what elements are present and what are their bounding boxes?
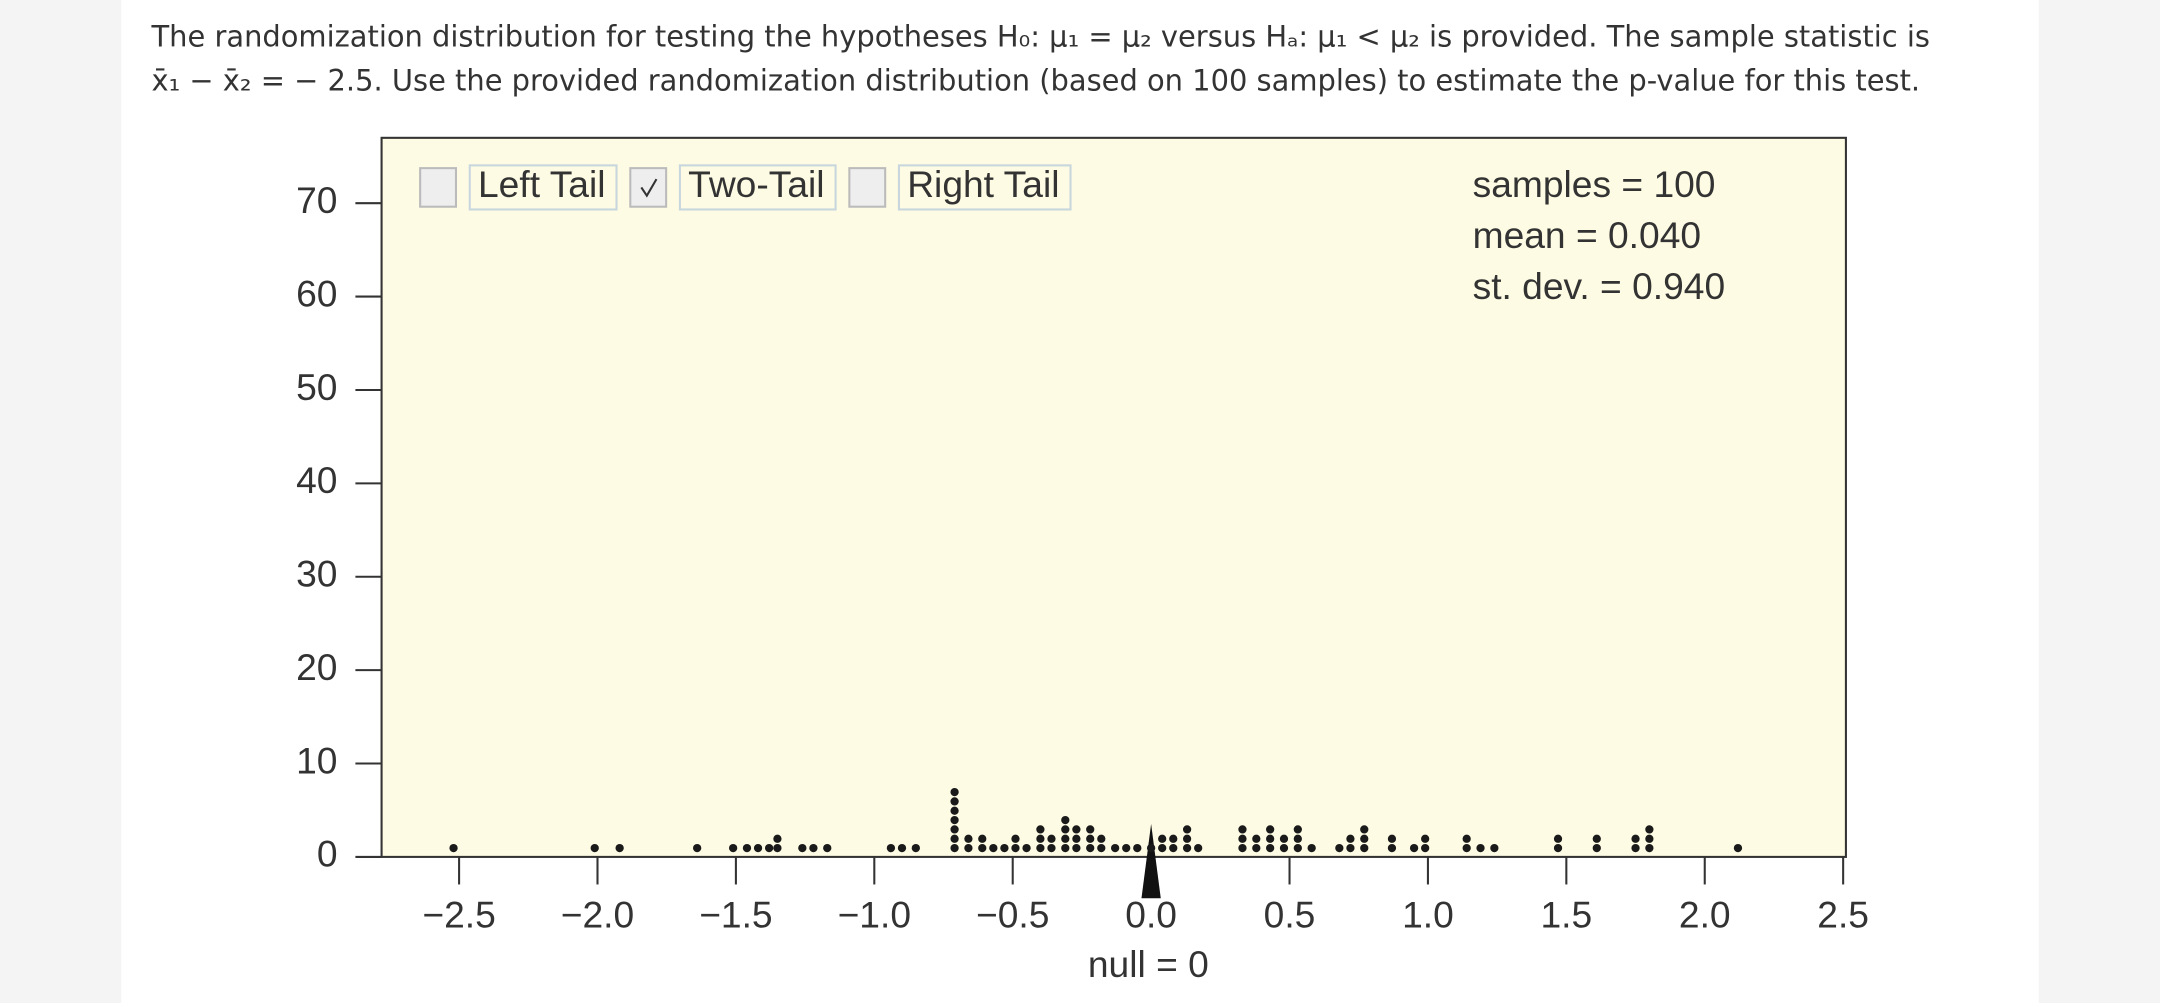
- dot-stack: [1462, 834, 1471, 853]
- stat-line: samples = 100: [1473, 163, 1716, 205]
- x-tick-label: −1.5: [699, 893, 772, 935]
- checkbox: [629, 167, 668, 208]
- dot-stack: [1000, 843, 1009, 853]
- dot-stack: [1476, 843, 1485, 853]
- y-tick-label: 20: [296, 646, 337, 688]
- dot-stack: [1036, 825, 1045, 853]
- plot-area: [380, 136, 1847, 858]
- dot-stack: [590, 843, 599, 853]
- dot-stack: [449, 843, 458, 853]
- dot-stack: [1553, 834, 1563, 853]
- checkbox-label[interactable]: Right Tail: [907, 163, 1059, 205]
- dot-stack: [1307, 843, 1316, 853]
- dot-stack: [1733, 843, 1743, 853]
- dot-stack: [1086, 825, 1095, 853]
- dot-stack: [1182, 825, 1192, 853]
- dot-stack: [1011, 834, 1020, 853]
- checkbox-label[interactable]: Two-Tail: [688, 163, 824, 205]
- dot-stack: [615, 843, 624, 853]
- dot-stack: [1279, 834, 1289, 853]
- stat-line: mean = 0.040: [1473, 214, 1701, 256]
- dot-stack: [1146, 843, 1156, 853]
- stat-line: st. dev. = 0.940: [1473, 265, 1726, 307]
- x-tick-label: 0.5: [1264, 893, 1316, 935]
- dot-stack: [1047, 834, 1056, 853]
- dot-stack: [764, 843, 774, 853]
- x-tick-label: 1.5: [1540, 893, 1592, 935]
- y-tick-label: 50: [296, 366, 337, 408]
- y-tick-label: 30: [296, 553, 337, 595]
- dot-stack: [1409, 843, 1419, 853]
- check-mark: [640, 178, 658, 198]
- dot-stack: [1266, 825, 1275, 853]
- dot-stack: [1645, 825, 1654, 853]
- x-tick-label: −1.0: [838, 893, 911, 935]
- x-tick-label: −0.5: [976, 893, 1049, 935]
- x-tick-label: 2.0: [1679, 893, 1731, 935]
- left-margin: [0, 0, 122, 1003]
- label-box: [678, 164, 837, 211]
- null-arrow: [1141, 823, 1161, 899]
- x-tick-label: 2.5: [1817, 893, 1869, 935]
- dot-stack: [1631, 834, 1640, 853]
- y-tick-label: 70: [296, 179, 337, 221]
- dot-stack: [1252, 834, 1261, 853]
- dot-stack: [1111, 843, 1120, 853]
- dot-stack: [1122, 843, 1131, 853]
- label-box: [468, 164, 618, 211]
- y-tick-label: 0: [317, 833, 338, 875]
- checkbox: [419, 167, 458, 208]
- question-line: The randomization distribution for testi…: [151, 20, 1930, 54]
- dot-stack: [729, 843, 738, 853]
- y-tick-label: 60: [296, 272, 337, 314]
- dot-stack: [773, 834, 782, 853]
- dot-stack: [1387, 834, 1397, 853]
- dot-stack: [1061, 815, 1070, 853]
- checkbox: [848, 167, 887, 208]
- question-line: x̄₁ − x̄₂ = − 2.5. Use the provided rand…: [152, 64, 1921, 98]
- dot-stack: [1169, 834, 1178, 853]
- dot-stack: [1346, 834, 1355, 853]
- dot-stack: [823, 843, 832, 853]
- dot-stack: [1133, 843, 1142, 853]
- checkbox-label[interactable]: Left Tail: [478, 163, 606, 205]
- x-tick-label: −2.5: [422, 893, 495, 935]
- dot-stack: [911, 843, 920, 853]
- dot-stack: [753, 843, 763, 853]
- dot-stack: [1072, 825, 1081, 853]
- dot-stack: [693, 843, 702, 853]
- dot-stack: [742, 843, 752, 853]
- right-margin: [2038, 0, 2160, 1003]
- dot-stack: [1022, 843, 1031, 853]
- x-tick-label: −2.0: [561, 893, 634, 935]
- y-tick-label: 10: [296, 739, 337, 781]
- dot-stack: [1360, 825, 1369, 853]
- dot-stack: [1421, 834, 1430, 853]
- y-tick-label: 40: [296, 459, 337, 501]
- dot-stack: [798, 843, 807, 853]
- dot-stack: [1293, 825, 1302, 853]
- x-tick-label: 1.0: [1402, 893, 1454, 935]
- dot-stack: [964, 834, 973, 853]
- dot-stack: [1238, 825, 1247, 853]
- dot-stack: [1592, 834, 1601, 853]
- dot-stack: [886, 843, 896, 853]
- x-axis-label: null = 0: [1088, 943, 1209, 985]
- label-box: [897, 164, 1072, 211]
- x-tick-label: 0.0: [1125, 893, 1177, 935]
- dot-stack: [950, 787, 959, 853]
- dot-stack: [989, 843, 998, 853]
- dot-stack: [1194, 843, 1203, 853]
- dot-stack: [1158, 834, 1167, 853]
- dot-stack: [1490, 843, 1499, 853]
- dot-stack: [1335, 843, 1344, 853]
- dot-stack: [809, 843, 818, 853]
- dot-stack: [897, 843, 907, 853]
- dot-stack: [1097, 834, 1106, 853]
- dot-stack: [978, 834, 987, 853]
